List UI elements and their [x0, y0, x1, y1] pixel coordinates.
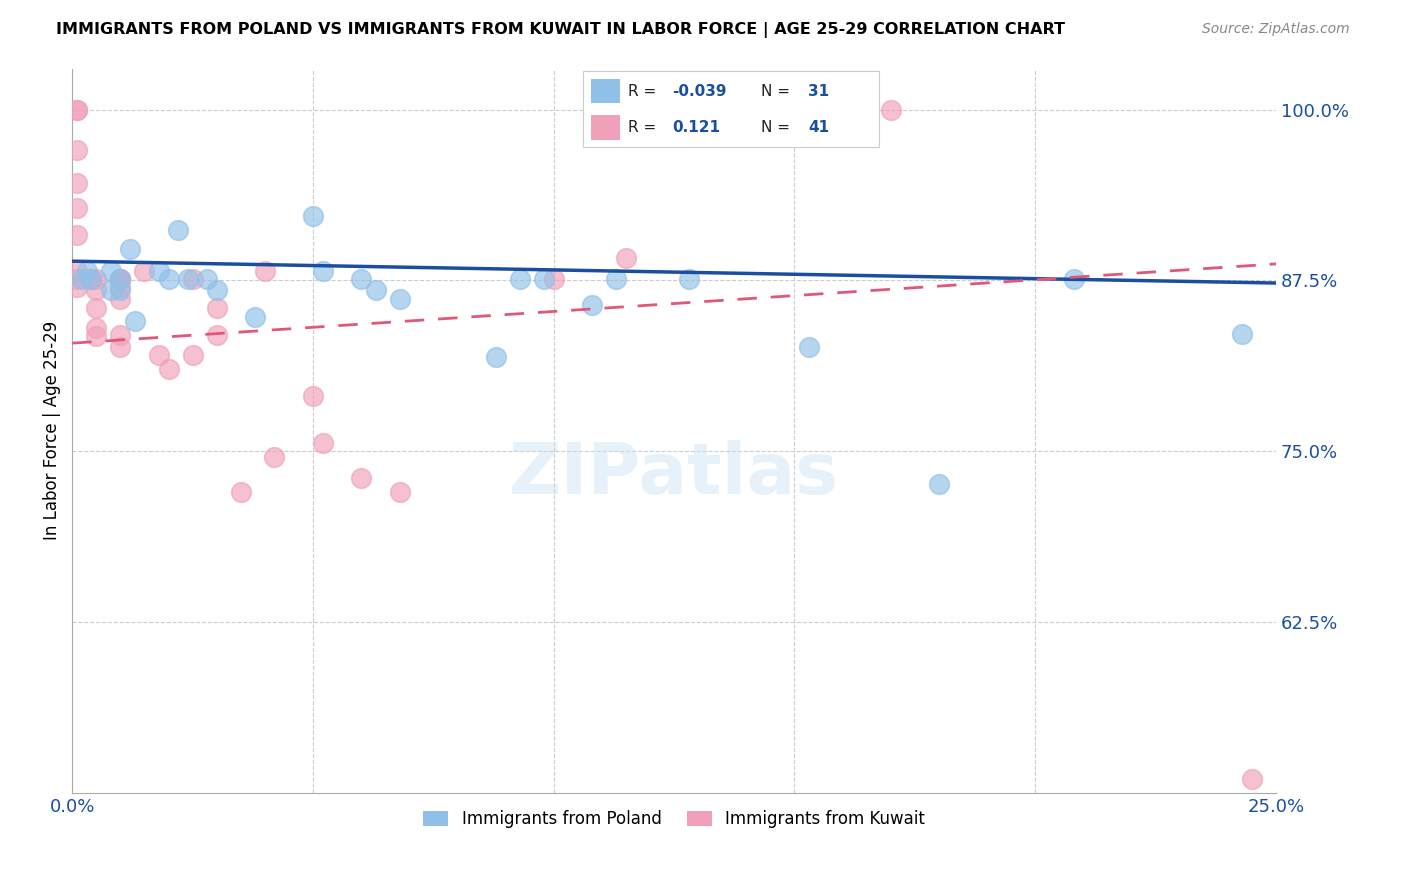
- Point: [100, 264, 122, 278]
- Point: [80, 272, 103, 286]
- Point: [76, 264, 98, 278]
- Text: Source: ZipAtlas.com: Source: ZipAtlas.com: [1202, 22, 1350, 37]
- Point: [66, 103, 89, 117]
- Point: [1063, 272, 1085, 286]
- Point: [311, 436, 333, 450]
- Text: -0.039: -0.039: [672, 84, 727, 99]
- Point: [195, 272, 218, 286]
- Point: [84, 283, 107, 297]
- Point: [110, 272, 132, 286]
- Point: [70, 272, 93, 286]
- Text: 31: 31: [808, 84, 830, 99]
- Point: [84, 272, 107, 286]
- Point: [245, 310, 267, 325]
- Point: [110, 328, 132, 343]
- Legend: Immigrants from Poland, Immigrants from Kuwait: Immigrants from Poland, Immigrants from …: [416, 804, 931, 835]
- Text: 0.121: 0.121: [672, 120, 720, 135]
- Y-axis label: In Labor Force | Age 25-29: In Labor Force | Age 25-29: [44, 321, 60, 541]
- Point: [124, 314, 146, 328]
- Point: [84, 301, 107, 315]
- Point: [100, 283, 122, 297]
- Point: [205, 328, 228, 343]
- Point: [66, 280, 89, 294]
- Text: ZIPatlas: ZIPatlas: [509, 440, 839, 508]
- Point: [110, 280, 132, 294]
- Point: [177, 272, 200, 286]
- Bar: [591, 115, 620, 140]
- Point: [1232, 326, 1254, 341]
- Point: [263, 450, 285, 464]
- Point: [148, 264, 170, 278]
- Text: N =: N =: [761, 120, 794, 135]
- Point: [485, 350, 508, 364]
- Point: [110, 293, 132, 307]
- Point: [350, 471, 373, 485]
- Point: [66, 228, 89, 243]
- Text: IMMIGRANTS FROM POLAND VS IMMIGRANTS FROM KUWAIT IN LABOR FORCE | AGE 25-29 CORR: IMMIGRANTS FROM POLAND VS IMMIGRANTS FRO…: [56, 22, 1066, 38]
- Point: [509, 272, 531, 286]
- Point: [388, 293, 411, 307]
- Point: [110, 272, 132, 286]
- Point: [205, 283, 228, 297]
- Text: R =: R =: [627, 120, 661, 135]
- Point: [80, 272, 103, 286]
- Point: [543, 272, 565, 286]
- Point: [110, 272, 132, 286]
- Point: [66, 144, 89, 158]
- Point: [66, 264, 89, 278]
- Point: [157, 362, 180, 376]
- Point: [148, 348, 170, 362]
- Point: [229, 485, 252, 500]
- Point: [110, 340, 132, 354]
- Point: [253, 264, 276, 278]
- FancyBboxPatch shape: [583, 71, 879, 147]
- Point: [533, 272, 555, 286]
- Point: [928, 476, 950, 491]
- Point: [678, 272, 700, 286]
- Point: [614, 252, 637, 266]
- Point: [118, 242, 141, 256]
- Point: [302, 209, 325, 223]
- Point: [388, 485, 411, 500]
- Point: [167, 223, 190, 237]
- Point: [84, 321, 107, 335]
- Point: [797, 340, 820, 354]
- Point: [157, 272, 180, 286]
- Point: [880, 103, 903, 117]
- Point: [350, 272, 373, 286]
- Point: [1240, 772, 1263, 786]
- Text: N =: N =: [761, 84, 794, 99]
- Point: [66, 176, 89, 190]
- Point: [205, 301, 228, 315]
- Point: [134, 264, 156, 278]
- Text: 41: 41: [808, 120, 830, 135]
- Bar: [591, 79, 620, 103]
- Point: [80, 272, 103, 286]
- Point: [110, 272, 132, 286]
- Point: [181, 348, 204, 362]
- Point: [605, 272, 627, 286]
- Point: [66, 272, 89, 286]
- Point: [66, 103, 89, 117]
- Point: [84, 329, 107, 343]
- Point: [311, 264, 333, 278]
- Text: R =: R =: [627, 84, 661, 99]
- Point: [581, 298, 603, 312]
- Point: [66, 201, 89, 215]
- Point: [110, 283, 132, 297]
- Point: [181, 272, 204, 286]
- Point: [302, 389, 325, 403]
- Point: [364, 283, 387, 297]
